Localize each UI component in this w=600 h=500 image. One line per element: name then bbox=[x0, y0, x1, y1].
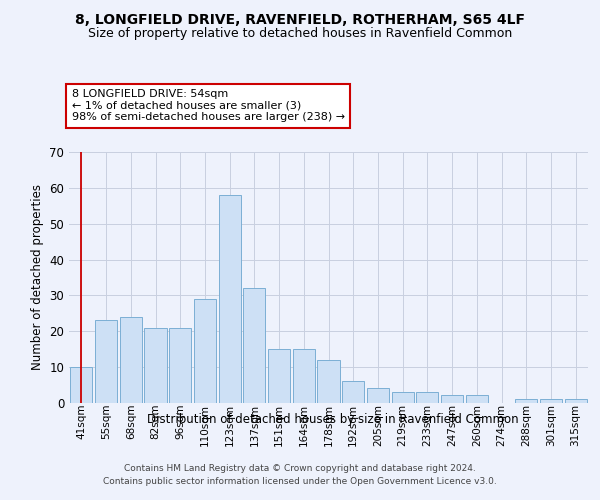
Bar bbox=[293, 349, 315, 403]
Bar bbox=[565, 399, 587, 402]
Bar bbox=[317, 360, 340, 403]
Bar bbox=[218, 196, 241, 402]
Text: Contains HM Land Registry data © Crown copyright and database right 2024.: Contains HM Land Registry data © Crown c… bbox=[124, 464, 476, 473]
Bar bbox=[243, 288, 265, 403]
Text: Contains public sector information licensed under the Open Government Licence v3: Contains public sector information licen… bbox=[103, 478, 497, 486]
Bar bbox=[392, 392, 414, 402]
Bar bbox=[95, 320, 117, 402]
Text: 8, LONGFIELD DRIVE, RAVENFIELD, ROTHERHAM, S65 4LF: 8, LONGFIELD DRIVE, RAVENFIELD, ROTHERHA… bbox=[75, 12, 525, 26]
Bar bbox=[70, 367, 92, 402]
Text: Size of property relative to detached houses in Ravenfield Common: Size of property relative to detached ho… bbox=[88, 28, 512, 40]
Bar bbox=[342, 381, 364, 402]
Bar bbox=[119, 317, 142, 402]
Bar bbox=[540, 399, 562, 402]
Bar bbox=[145, 328, 167, 402]
Bar bbox=[466, 396, 488, 402]
Bar bbox=[515, 399, 538, 402]
Bar bbox=[194, 299, 216, 403]
Bar bbox=[441, 396, 463, 402]
Bar bbox=[169, 328, 191, 402]
Text: Distribution of detached houses by size in Ravenfield Common: Distribution of detached houses by size … bbox=[147, 412, 519, 426]
Text: 8 LONGFIELD DRIVE: 54sqm
← 1% of detached houses are smaller (3)
98% of semi-det: 8 LONGFIELD DRIVE: 54sqm ← 1% of detache… bbox=[71, 90, 345, 122]
Y-axis label: Number of detached properties: Number of detached properties bbox=[31, 184, 44, 370]
Bar bbox=[268, 349, 290, 403]
Bar bbox=[416, 392, 439, 402]
Bar bbox=[367, 388, 389, 402]
